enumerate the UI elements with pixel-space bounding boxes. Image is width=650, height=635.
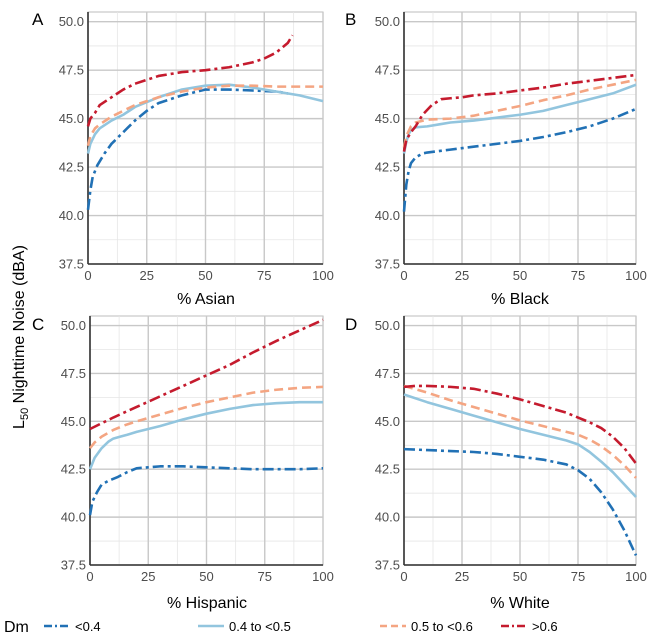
panel-d-y-tick-label: 45.0 <box>375 414 400 429</box>
panel-d-x-tick-label: 25 <box>455 569 469 584</box>
legend-label-b0405: 0.4 to <0.5 <box>229 619 291 634</box>
panel-c-y-tick-label: 50.0 <box>61 318 86 333</box>
panel-b-x-tick-label: 0 <box>400 268 407 283</box>
panel-c-x-tick-label: 50 <box>199 569 213 584</box>
panel-d-series-b0405 <box>403 393 637 498</box>
panel-d-y-tick-label: 40.0 <box>375 510 400 525</box>
panel-a-series-gt06 <box>86 34 294 127</box>
panel-b-y-tick-label: 45.0 <box>375 111 400 126</box>
panel-a-x-tick-label: 25 <box>140 268 154 283</box>
panel-a-y-tick-label: 40.0 <box>59 208 84 223</box>
panel-d: 0 25 50 75 100 37.5 40.0 42.5 45.0 47.5 50.0 % Whit… <box>345 315 647 612</box>
legend-label-b0506: 0.5 to <0.6 <box>411 619 473 634</box>
panel-d-y-tick-label: 47.5 <box>375 366 400 381</box>
panel-c-y-tick-label: 47.5 <box>61 366 86 381</box>
panel-d-x-tick-label: 50 <box>513 569 527 584</box>
panel-b-x-axis-title: % Black <box>491 291 550 308</box>
panel-a-x-tick-label: 100 <box>312 268 334 283</box>
panel-d-x-tick-label: 75 <box>571 569 585 584</box>
panel-b: 0 25 50 75 100 37.5 40.0 42.5 45.0 47.5 50.0 % Blac… <box>345 10 647 308</box>
panel-d-y-tick-label: 42.5 <box>375 462 400 477</box>
panel-b-x-tick-label: 50 <box>513 268 527 283</box>
panel-c-y-tick-label: 37.5 <box>61 558 86 573</box>
y-axis-title: L50 Nighttime Noise (dBA) <box>11 245 31 429</box>
panel-d-y-tick-label: 37.5 <box>375 558 400 573</box>
panel-b-series-b0405 <box>402 83 637 154</box>
panel-a-y-tick-label: 42.5 <box>59 160 84 175</box>
panel-b-x-tick-label: 100 <box>625 268 647 283</box>
panel-a-x-tick-label: 50 <box>198 268 212 283</box>
y-axis-title-rest: Nighttime Noise (dBA) <box>11 245 28 408</box>
panel-c-series-b0405 <box>88 400 323 470</box>
panel-c-series-lt04 <box>88 465 324 516</box>
panel-b-y-tick-label: 50.0 <box>375 14 400 29</box>
legend-title: Dm <box>4 619 29 635</box>
panel-d-x-tick-label: 0 <box>400 569 407 584</box>
panel-a-y-tick-label: 47.5 <box>59 63 84 78</box>
panel-b-series-b0506 <box>402 78 637 148</box>
panel-a-x-axis-title: % Asian <box>177 291 235 308</box>
panel-c-x-axis-title: % Hispanic <box>167 595 247 612</box>
panel-c-x-tick-label: 0 <box>86 569 93 584</box>
panel-c-letter: C <box>32 315 44 334</box>
panel-a: 0 25 50 75 100 37.5 40.0 42.5 45.0 47.5 50.0 % Asia… <box>32 10 334 308</box>
panel-c-series-gt06 <box>89 318 324 431</box>
panel-a-x-tick-label: 75 <box>257 268 271 283</box>
panel-d-series-gt06 <box>403 384 638 465</box>
panel-a-series-b0506 <box>86 84 323 147</box>
panel-a-y-tick-label: 37.5 <box>59 257 84 272</box>
panel-c-x-tick-label: 100 <box>312 569 334 584</box>
panel-b-series-gt06 <box>402 73 637 152</box>
panel-a-series-lt04 <box>86 88 288 210</box>
panel-c-y-tick-label: 45.0 <box>61 414 86 429</box>
legend: Dm <0.4 0.4 to <0.5 0.5 to <0.6 >0.6 <box>4 619 558 635</box>
panel-a-y-tick-label: 50.0 <box>59 14 84 29</box>
panel-d-x-axis-title: % White <box>490 595 550 612</box>
panel-b-y-tick-label: 42.5 <box>375 160 400 175</box>
panel-c-x-tick-label: 25 <box>141 569 155 584</box>
legend-label-lt04: <0.4 <box>75 619 101 634</box>
panel-b-x-tick-label: 75 <box>571 268 585 283</box>
panel-d-letter: D <box>345 315 357 334</box>
panel-b-y-tick-label: 40.0 <box>375 208 400 223</box>
panel-d-y-tick-label: 50.0 <box>375 318 400 333</box>
panel-b-x-tick-label: 25 <box>455 268 469 283</box>
y-axis-title-subscript: 50 <box>19 408 31 420</box>
legend-label-gt06: >0.6 <box>532 619 558 634</box>
panel-a-x-tick-label: 0 <box>84 268 91 283</box>
panel-c-y-tick-label: 40.0 <box>61 510 86 525</box>
panel-d-series-lt04 <box>403 447 638 556</box>
panel-b-y-tick-label: 47.5 <box>375 63 400 78</box>
panel-c-series-b0506 <box>88 385 324 449</box>
panel-d-x-tick-label: 100 <box>625 569 647 584</box>
panel-c: 0 25 50 75 100 37.5 40.0 42.5 45.0 47.5 50.0 % Hisp… <box>32 315 334 612</box>
panel-a-letter: A <box>32 10 44 29</box>
panel-b-y-tick-label: 37.5 <box>375 257 400 272</box>
panel-d-series-b0506 <box>403 384 637 479</box>
panels: 0 25 50 75 100 37.5 40.0 42.5 45.0 47.5 50.0 % Asia… <box>32 10 647 612</box>
panel-a-y-tick-label: 45.0 <box>59 111 84 126</box>
panel-c-x-tick-label: 75 <box>258 569 272 584</box>
panel-c-y-tick-label: 42.5 <box>61 462 86 477</box>
panel-b-letter: B <box>345 10 356 29</box>
y-axis-title-prefix: L <box>11 420 28 429</box>
panel-b-series-lt04 <box>402 107 637 212</box>
